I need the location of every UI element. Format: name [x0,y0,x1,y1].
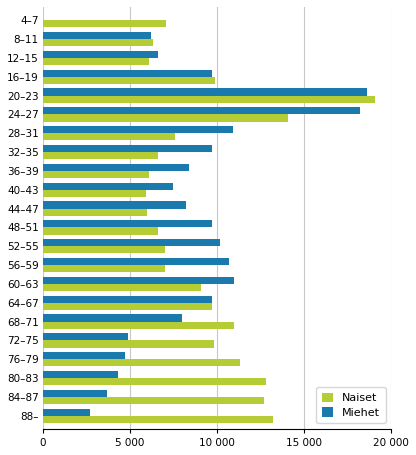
Bar [43,39,153,46]
Bar [43,390,107,397]
Bar [43,378,266,385]
Bar [43,359,240,366]
Bar [43,246,165,253]
Bar [43,303,212,310]
Bar [43,314,182,322]
Bar [43,76,215,84]
Bar [43,51,158,58]
Bar [43,220,212,228]
Bar [43,152,158,159]
Bar [43,164,189,171]
Bar [43,371,118,378]
Bar [43,114,288,121]
Bar [43,70,212,76]
Bar [43,190,146,197]
Bar [43,284,201,291]
Bar [43,416,273,423]
Bar [43,296,212,303]
Bar [43,340,213,348]
Bar [43,409,90,416]
Bar [43,133,175,140]
Bar [43,258,229,265]
Bar [43,126,233,133]
Bar [43,228,158,235]
Bar [43,32,151,39]
Bar [43,202,186,208]
Bar [43,96,376,103]
Bar [43,334,128,340]
Bar [43,171,149,178]
Bar [43,397,264,404]
Legend: Naiset, Miehet: Naiset, Miehet [317,387,386,424]
Bar [43,208,147,216]
Bar [43,58,149,65]
Bar [43,107,360,114]
Bar [43,322,234,329]
Bar [43,265,165,272]
Bar [43,277,234,284]
Bar [43,20,166,27]
Bar [43,352,125,359]
Bar [43,145,212,152]
Bar [43,182,173,190]
Bar [43,88,367,96]
Bar [43,239,220,246]
